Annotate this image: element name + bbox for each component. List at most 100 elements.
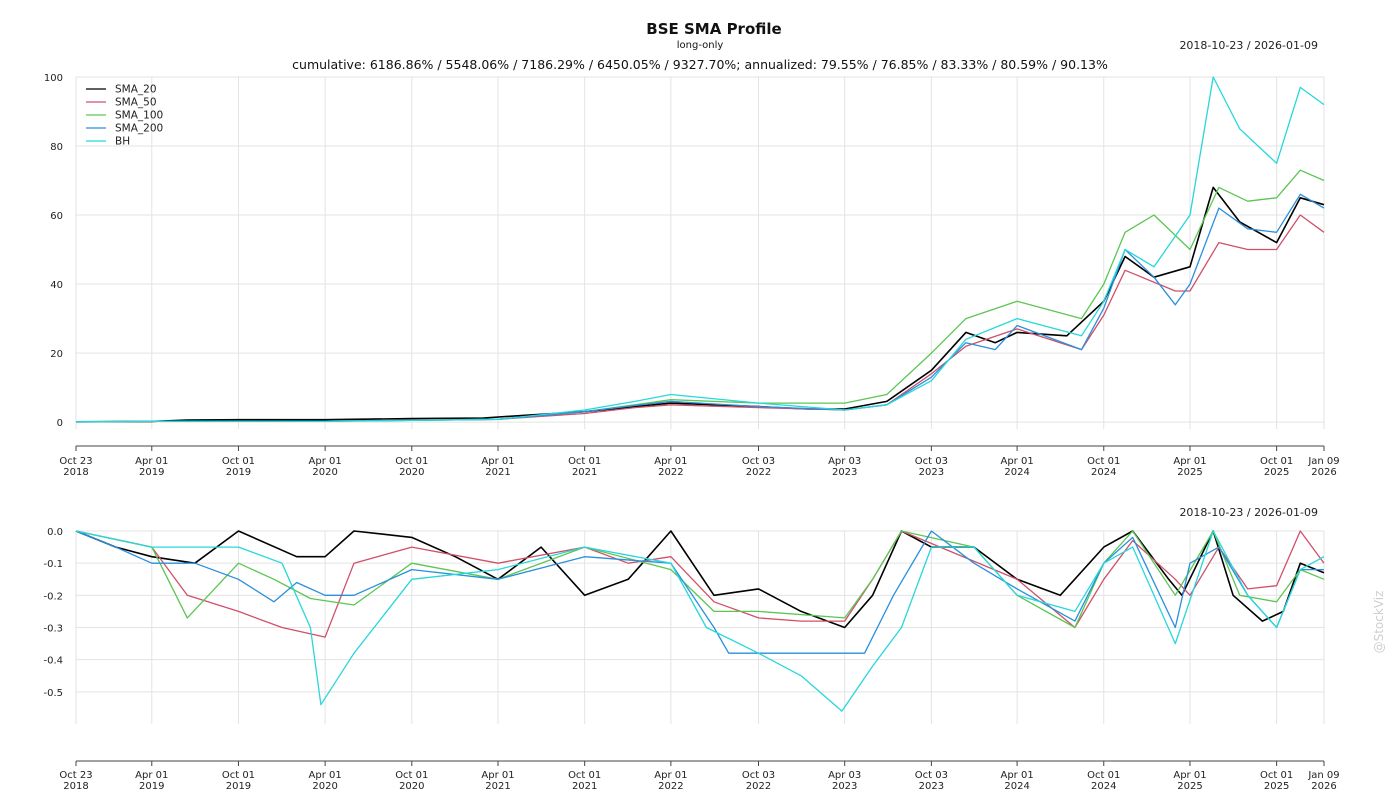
top-xtick-label: Apr 01 — [135, 456, 168, 467]
summary-line: cumulative: 6186.86% / 5548.06% / 7186.2… — [292, 57, 1108, 72]
legend-label-sma-20: SMA_20 — [115, 84, 157, 96]
chart-subtitle: long-only — [677, 40, 724, 51]
top-xtick-label: Oct 03 — [915, 456, 948, 467]
bottom-xtick-label: Oct 01 — [395, 770, 428, 781]
bottom-xtick-label: Apr 01 — [135, 770, 168, 781]
top-date-range: 2018-10-23 / 2026-01-09 — [1179, 39, 1318, 52]
bottom-xtick-year: 2022 — [658, 781, 683, 792]
bottom-xtick-year: 2020 — [399, 781, 424, 792]
watermark: @StockViz — [1372, 591, 1386, 654]
top-xtick-label: Apr 01 — [309, 456, 342, 467]
bottom-xtick-year: 2024 — [1091, 781, 1116, 792]
bottom-xtick-year: 2026 — [1311, 781, 1336, 792]
legend-label-sma-50: SMA_50 — [115, 97, 157, 109]
legend-label-bh: BH — [115, 136, 130, 148]
top-xtick-label: Oct 01 — [1087, 456, 1120, 467]
top-xtick-label: Oct 23 — [59, 456, 92, 467]
bottom-xtick-label: Oct 03 — [742, 770, 775, 781]
legend-label-sma-100: SMA_100 — [115, 110, 163, 122]
top-xtick-label: Apr 01 — [1000, 456, 1033, 467]
bottom-xtick-label: Oct 01 — [568, 770, 601, 781]
bottom-xtick-label: Oct 01 — [222, 770, 255, 781]
bottom-xtick-label: Apr 01 — [309, 770, 342, 781]
bottom-xtick-label: Apr 03 — [828, 770, 861, 781]
top-series-sma-200 — [75, 193, 1325, 423]
bottom-ytick-label: -0.2 — [43, 591, 63, 602]
top-xtick-year: 2025 — [1177, 467, 1202, 478]
bottom-series-sma-200 — [75, 530, 1324, 654]
bottom-ytick-label: 0.0 — [47, 527, 63, 538]
top-xtick-year: 2021 — [572, 467, 597, 478]
bottom-xtick-year: 2024 — [1004, 781, 1029, 792]
bottom-xtick-label: Oct 01 — [1260, 770, 1293, 781]
bottom-xtick-year: 2023 — [832, 781, 857, 792]
bottom-xtick-label: Apr 01 — [481, 770, 514, 781]
top-series-sma-100 — [75, 169, 1325, 423]
top-series-bh — [75, 76, 1325, 423]
bottom-xtick-label: Oct 01 — [1087, 770, 1120, 781]
top-xtick-label: Oct 01 — [568, 456, 601, 467]
top-ytick-label: 40 — [50, 280, 63, 291]
top-xtick-label: Oct 03 — [742, 456, 775, 467]
top-xtick-year: 2020 — [399, 467, 424, 478]
top-xtick-year: 2022 — [746, 467, 771, 478]
bottom-xtick-year: 2020 — [312, 781, 337, 792]
top-ytick-label: 60 — [50, 211, 63, 222]
bottom-xtick-year: 2019 — [226, 781, 251, 792]
top-xtick-year: 2021 — [485, 467, 510, 478]
top-xtick-year: 2019 — [139, 467, 164, 478]
top-xtick-year: 2025 — [1264, 467, 1289, 478]
bottom-xtick-year: 2023 — [919, 781, 944, 792]
top-xtick-label: Apr 03 — [828, 456, 861, 467]
top-series-sma-20 — [75, 186, 1325, 423]
bottom-xtick-year: 2018 — [63, 781, 88, 792]
legend-label-sma-200: SMA_200 — [115, 123, 163, 135]
chart-title: BSE SMA Profile — [646, 20, 781, 38]
bottom-xtick-label: Apr 01 — [1000, 770, 1033, 781]
bottom-xtick-year: 2021 — [572, 781, 597, 792]
top-xtick-year: 2024 — [1004, 467, 1029, 478]
bottom-xtick-year: 2025 — [1264, 781, 1289, 792]
bottom-xtick-year: 2025 — [1177, 781, 1202, 792]
bottom-xtick-year: 2019 — [139, 781, 164, 792]
top-xtick-year: 2023 — [832, 467, 857, 478]
bottom-gridlines — [75, 530, 1325, 724]
bottom-ytick-label: -0.1 — [43, 559, 63, 570]
bottom-ytick-label: -0.3 — [43, 624, 63, 635]
top-ytick-label: 20 — [50, 349, 63, 360]
top-ytick-label: 100 — [44, 73, 63, 84]
top-xtick-label: Oct 01 — [1260, 456, 1293, 467]
bottom-xtick-label: Jan 09 — [1307, 770, 1339, 781]
top-xtick-year: 2026 — [1311, 467, 1336, 478]
bottom-xtick-year: 2022 — [746, 781, 771, 792]
top-xtick-year: 2023 — [919, 467, 944, 478]
top-xtick-year: 2018 — [63, 467, 88, 478]
top-xtick-year: 2024 — [1091, 467, 1116, 478]
top-xtick-year: 2020 — [312, 467, 337, 478]
top-ytick-label: 0 — [57, 418, 63, 429]
top-gridlines — [75, 76, 1325, 429]
bottom-xtick-label: Oct 03 — [915, 770, 948, 781]
bottom-xtick-label: Apr 01 — [654, 770, 687, 781]
top-xtick-label: Apr 01 — [1173, 456, 1206, 467]
bottom-ytick-label: -0.4 — [43, 656, 63, 667]
bottom-xtick-year: 2021 — [485, 781, 510, 792]
top-ytick-label: 80 — [50, 142, 63, 153]
bottom-series-sma-20 — [75, 530, 1325, 629]
top-xtick-year: 2022 — [658, 467, 683, 478]
bottom-xtick-label: Oct 23 — [59, 770, 92, 781]
bottom-series-sma-100 — [75, 530, 1325, 629]
top-xtick-label: Oct 01 — [395, 456, 428, 467]
top-xtick-label: Apr 01 — [654, 456, 687, 467]
top-xtick-label: Apr 01 — [481, 456, 514, 467]
top-series-sma-50 — [75, 214, 1325, 423]
bottom-ytick-label: -0.5 — [43, 688, 63, 699]
top-xtick-label: Oct 01 — [222, 456, 255, 467]
bottom-series-bh — [75, 530, 1325, 712]
top-xtick-year: 2019 — [226, 467, 251, 478]
bottom-date-range: 2018-10-23 / 2026-01-09 — [1179, 506, 1318, 519]
